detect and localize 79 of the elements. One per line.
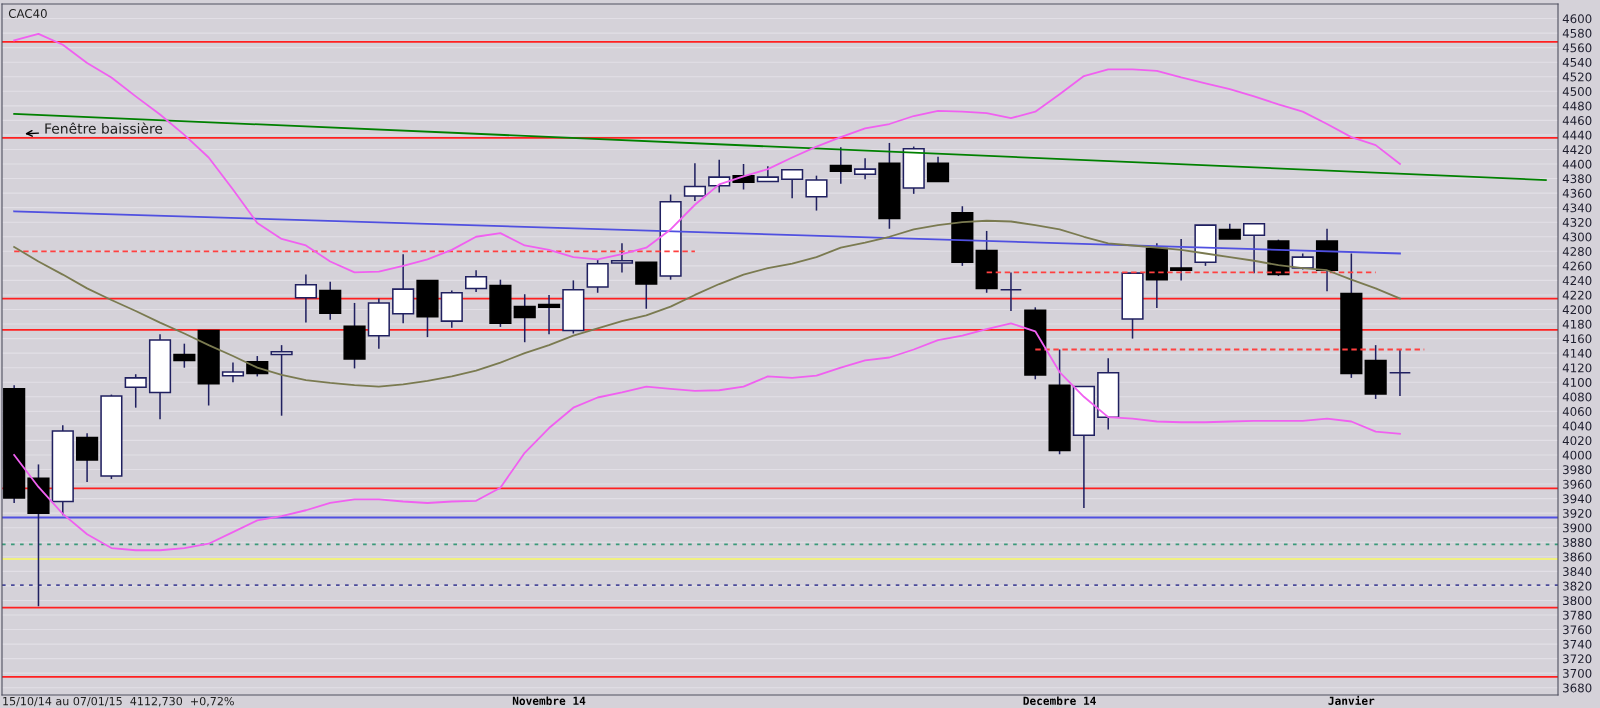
candlestick [319,281,342,321]
y-tick-label: 4100 [1562,377,1592,387]
candlestick [124,373,147,409]
y-tick-label: 4460 [1562,116,1592,126]
y-tick-label: 4160 [1562,334,1592,344]
candlestick [513,293,536,343]
y-tick-label: 4500 [1562,87,1592,96]
y-tick-label: 3760 [1563,625,1592,635]
candlestick [464,269,488,293]
candlestick [1242,222,1266,274]
y-tick-label: 3780 [1563,610,1592,620]
y-tick-label: 4000 [1562,450,1592,460]
candlestick [75,432,99,483]
y-tick-label: 3900 [1563,523,1592,533]
y-tick-label: 3700 [1563,668,1592,678]
text: 15/10/14 au 07/01/15 4112,730 +0,72% [3,696,234,707]
y-tick-label: 3820 [1563,581,1592,591]
y-tick-label: 4020 [1562,436,1592,446]
y-tick-label: 4420 [1562,145,1592,155]
y-tick-label: 4240 [1562,276,1592,286]
candlestick [1388,348,1412,397]
y-tick-label: 4320 [1562,217,1592,227]
y-tick-label: 4060 [1562,407,1592,416]
y-tick-label: 4220 [1562,290,1592,300]
y-tick-label: 4380 [1562,174,1592,184]
y-tick-label: 4340 [1562,203,1592,213]
candlestick [173,342,196,369]
y-tick-label: 4080 [1562,392,1592,402]
y-tick-label: 4520 [1562,72,1592,82]
y-tick-label: 4440 [1562,130,1592,140]
annotation: Fenêtre baissière [45,122,163,134]
candlestick [635,261,658,310]
candlestick [926,155,950,183]
candlestick [1170,238,1193,282]
candlestick [805,174,828,212]
line-series [13,32,1401,274]
candlestick [294,273,318,324]
y-tick-label: 3880 [1563,537,1592,547]
y-tick-label: 3940 [1563,494,1592,504]
candlestick [683,162,707,202]
candlestick [781,169,804,199]
line-series [13,219,1401,388]
candlestick [270,344,293,417]
y-tick-label: 3720 [1563,654,1592,664]
y-tick-label: 4200 [1562,305,1592,315]
y-tick-label: 4600 [1562,14,1592,24]
y-tick-label: 4560 [1562,43,1592,53]
y-tick-label: 3840 [1563,567,1592,576]
x-tick-label: Decembre 14 [1023,696,1096,705]
candlestick [610,242,634,274]
candlestick [999,271,1023,312]
candlestick [537,294,561,335]
y-tick-label: 3960 [1563,479,1592,489]
y-tick-label: 4360 [1562,188,1592,198]
y-tick-label: 4140 [1562,348,1592,358]
x-tick-label: Novembre 14 [512,696,586,705]
y-tick-label: 4120 [1562,363,1592,373]
y-tick-label: 4180 [1562,319,1592,329]
y-tick-label: 3680 [1563,683,1592,693]
y-tick-label: 4260 [1562,261,1592,271]
candlestick [221,361,245,383]
y-tick-label: 3740 [1563,639,1592,649]
y-tick-label: 3860 [1563,552,1592,562]
y-tick-label: 4540 [1562,57,1592,67]
y-tick-label: 4480 [1562,101,1592,111]
chart-title: CAC40 [8,9,47,18]
y-tick-label: 4280 [1562,247,1592,256]
candlestick [586,258,609,294]
line-series [13,322,1401,552]
y-tick-label: 4300 [1562,232,1592,242]
y-tick-label: 4400 [1562,159,1592,169]
y-tick-label: 3920 [1563,508,1592,518]
x-tick-label: Janvier [1328,695,1375,705]
candlestick [829,146,852,185]
y-tick-label: 4580 [1562,28,1592,38]
y-tick-label: 3800 [1563,596,1592,606]
y-tick-label: 4040 [1562,421,1592,431]
candlestick [853,157,877,181]
y-tick-label: 3980 [1563,465,1592,475]
